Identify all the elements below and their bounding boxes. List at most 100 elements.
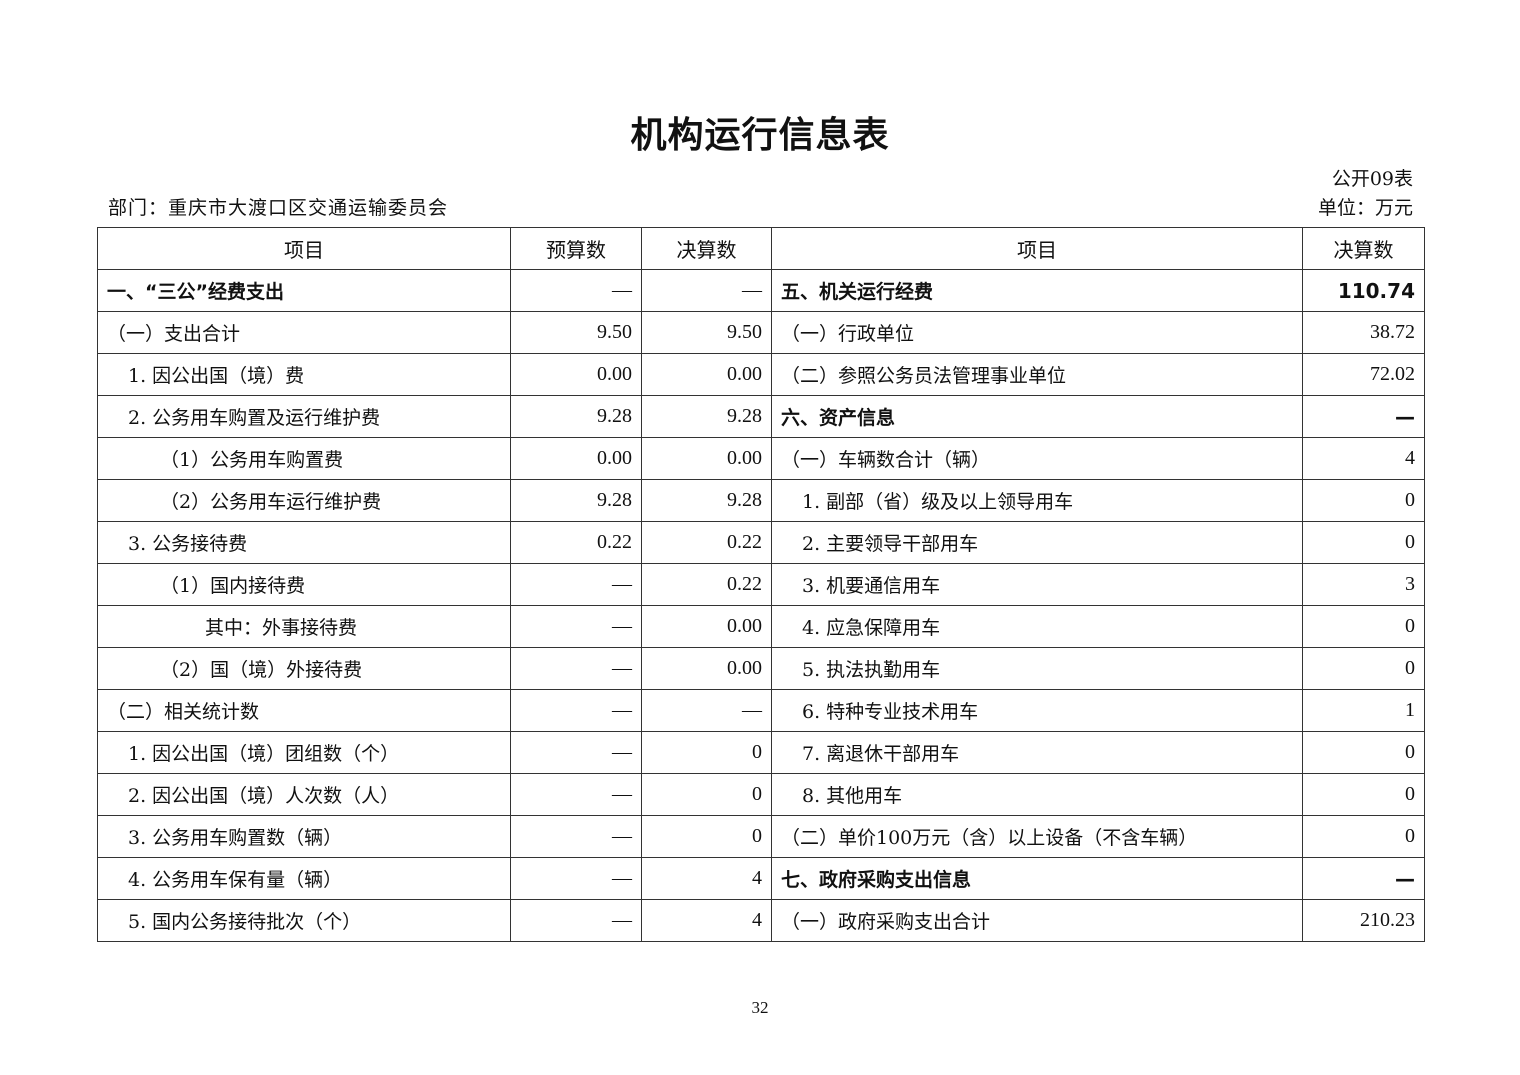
row-budget: — <box>510 563 642 606</box>
table-row: （二）相关统计数 — —6. 特种专业技术用车 1 <box>97 689 1425 732</box>
table-row: （2）国（境）外接待费 —0.00 5. 执法执勤用车 0 <box>97 647 1425 690</box>
row-final: 0 <box>641 773 772 816</box>
row-budget: — <box>510 605 642 648</box>
row-final: 9.28 <box>641 395 772 438</box>
row-item-right: 5. 执法执勤用车 <box>771 647 1303 690</box>
row-item-left: 5. 国内公务接待批次（个） <box>97 899 511 942</box>
table-row: 1. 因公出国（境）团组数（个） —0 7. 离退休干部用车 0 <box>97 731 1425 774</box>
row-budget: — <box>510 689 642 732</box>
row-item-left: （2）国（境）外接待费 <box>97 647 511 690</box>
row-value-right: 0 <box>1302 479 1425 522</box>
table-row: 3. 公务用车购置数（辆） —0 （二）单价100万元（含）以上设备（不含车辆） 0 <box>97 815 1425 858</box>
row-item-right: 六、资产信息 <box>771 395 1303 438</box>
department-label: 部门：重庆市大渡口区交通运输委员会 <box>108 197 449 219</box>
table-row: 4. 公务用车保有量（辆） —4 七、政府采购支出信息 — <box>97 857 1425 900</box>
row-item-right: （二）单价100万元（含）以上设备（不含车辆） <box>771 815 1303 858</box>
row-item-left: 2. 公务用车购置及运行维护费 <box>97 395 511 438</box>
unit-label: 单位：万元 <box>1317 197 1413 219</box>
row-value-right: 0 <box>1302 815 1425 858</box>
row-value-right: 110.74 <box>1302 269 1425 312</box>
table-row: 3. 公务接待费 0.22 0.22 2. 主要领导干部用车 0 <box>97 521 1425 564</box>
row-final: 0.00 <box>641 353 772 396</box>
row-budget: — <box>510 269 642 312</box>
row-budget: — <box>510 857 642 900</box>
row-budget: 9.28 <box>510 395 642 438</box>
header-item-left: 项目 <box>97 227 511 270</box>
row-budget: — <box>510 899 642 942</box>
row-value-right: — <box>1302 857 1425 900</box>
table-number: 公开09表 <box>1331 168 1413 190</box>
row-value-right: 210.23 <box>1302 899 1425 942</box>
row-item-right: （一）行政单位 <box>771 311 1303 354</box>
row-final: — <box>641 689 772 732</box>
row-value-right: 0 <box>1302 605 1425 648</box>
row-item-right: 2. 主要领导干部用车 <box>771 521 1303 564</box>
row-value-right: — <box>1302 395 1425 438</box>
row-value-right: 38.72 <box>1302 311 1425 354</box>
page-title: 机构运行信息表 <box>630 115 890 156</box>
row-item-left: 2. 因公出国（境）人次数（人） <box>97 773 511 816</box>
row-final: 0.00 <box>641 437 772 480</box>
row-value-right: 0 <box>1302 773 1425 816</box>
table-row: （1）国内接待费 —0.22 3. 机要通信用车 3 <box>97 563 1425 606</box>
row-final: 0.00 <box>641 647 772 690</box>
row-final: 0.00 <box>641 605 772 648</box>
row-final: — <box>641 269 772 312</box>
row-item-right: 五、机关运行经费 <box>771 269 1303 312</box>
row-final: 0.22 <box>641 521 772 564</box>
table-row: 1. 因公出国（境）费 0.00 0.00 （二）参照公务员法管理事业单位 72.02 <box>97 353 1425 396</box>
row-item-right: 8. 其他用车 <box>771 773 1303 816</box>
row-item-right: 7. 离退休干部用车 <box>771 731 1303 774</box>
table-row: 其中：外事接待费 —0.00 4. 应急保障用车 0 <box>97 605 1425 648</box>
table-row: （一）支出合计 9.50 9.50 （一）行政单位 38.72 <box>97 311 1425 354</box>
table-row: 5. 国内公务接待批次（个） —4 （一）政府采购支出合计 210.23 <box>97 899 1425 942</box>
row-item-left: 其中：外事接待费 <box>97 605 511 648</box>
table-header-row: 项目 预算数 决算数 项目 决算数 <box>97 227 1425 270</box>
row-value-right: 0 <box>1302 647 1425 690</box>
row-item-left: （一）支出合计 <box>97 311 511 354</box>
header-final-right: 决算数 <box>1302 227 1425 270</box>
row-final: 9.50 <box>641 311 772 354</box>
header-item-right: 项目 <box>771 227 1303 270</box>
info-table: 项目 预算数 决算数 项目 决算数 一、“三公”经费支出 — — 五、机关运行经费 11… <box>97 227 1425 942</box>
row-budget: 0.22 <box>510 521 642 564</box>
row-item-left: 4. 公务用车保有量（辆） <box>97 857 511 900</box>
row-budget: — <box>510 815 642 858</box>
row-budget: — <box>510 647 642 690</box>
row-value-right: 4 <box>1302 437 1425 480</box>
row-value-right: 0 <box>1302 521 1425 564</box>
table-row: 2. 公务用车购置及运行维护费 9.28 9.28 六、资产信息 — <box>97 395 1425 438</box>
row-budget: 9.28 <box>510 479 642 522</box>
row-item-left: （二）相关统计数 <box>97 689 511 732</box>
row-budget: 9.50 <box>510 311 642 354</box>
row-item-left: （1）公务用车购置费 <box>97 437 511 480</box>
table-row: 2. 因公出国（境）人次数（人） —0 8. 其他用车 0 <box>97 773 1425 816</box>
row-item-right: 1. 副部（省）级及以上领导用车 <box>771 479 1303 522</box>
row-item-right: 4. 应急保障用车 <box>771 605 1303 648</box>
row-item-left: 1. 因公出国（境）费 <box>97 353 511 396</box>
row-final: 0.22 <box>641 563 772 606</box>
row-budget: — <box>510 731 642 774</box>
row-budget: — <box>510 773 642 816</box>
header-budget: 预算数 <box>510 227 642 270</box>
table-row: 一、“三公”经费支出 — — 五、机关运行经费 110.74 <box>97 269 1425 312</box>
row-item-left: （1）国内接待费 <box>97 563 511 606</box>
row-final: 4 <box>641 899 772 942</box>
row-item-left: （2）公务用车运行维护费 <box>97 479 511 522</box>
row-final: 0 <box>641 731 772 774</box>
row-final: 9.28 <box>641 479 772 522</box>
row-budget: 0.00 <box>510 437 642 480</box>
row-final: 0 <box>641 815 772 858</box>
row-budget: 0.00 <box>510 353 642 396</box>
row-item-right: （二）参照公务员法管理事业单位 <box>771 353 1303 396</box>
row-item-right: 七、政府采购支出信息 <box>771 857 1303 900</box>
row-item-right: （一）政府采购支出合计 <box>771 899 1303 942</box>
header-final: 决算数 <box>641 227 772 270</box>
row-value-right: 1 <box>1302 689 1425 732</box>
row-value-right: 72.02 <box>1302 353 1425 396</box>
page-number: 32 <box>751 998 769 1017</box>
row-item-left: 一、“三公”经费支出 <box>97 269 511 312</box>
row-final: 4 <box>641 857 772 900</box>
row-item-right: （一）车辆数合计（辆） <box>771 437 1303 480</box>
table-row: （1）公务用车购置费 0.00 0.00 （一）车辆数合计（辆） 4 <box>97 437 1425 480</box>
